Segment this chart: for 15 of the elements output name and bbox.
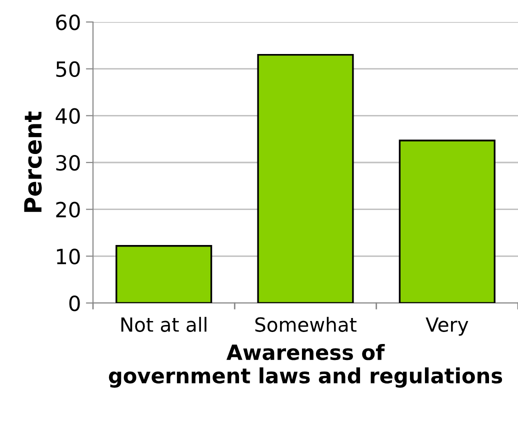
bar bbox=[257, 54, 354, 303]
x-axis-title: Awareness of government laws and regulations bbox=[108, 344, 502, 388]
bar bbox=[116, 245, 212, 303]
bar bbox=[398, 140, 496, 303]
x-tick-label: Not at all bbox=[121, 316, 206, 332]
y-tick-label: 30 bbox=[56, 154, 80, 171]
y-tick-label: 20 bbox=[56, 202, 80, 218]
y-tick-label: 50 bbox=[56, 61, 80, 78]
x-tick-label: Somewhat bbox=[255, 316, 356, 332]
x-tick-label: Very bbox=[426, 317, 468, 336]
y-tick-label: 40 bbox=[56, 108, 80, 124]
y-tick-label: 0 bbox=[69, 295, 80, 312]
y-axis-title: Percent bbox=[24, 112, 42, 212]
y-tick-label: 10 bbox=[56, 248, 80, 264]
y-tick-label: 60 bbox=[56, 14, 80, 30]
